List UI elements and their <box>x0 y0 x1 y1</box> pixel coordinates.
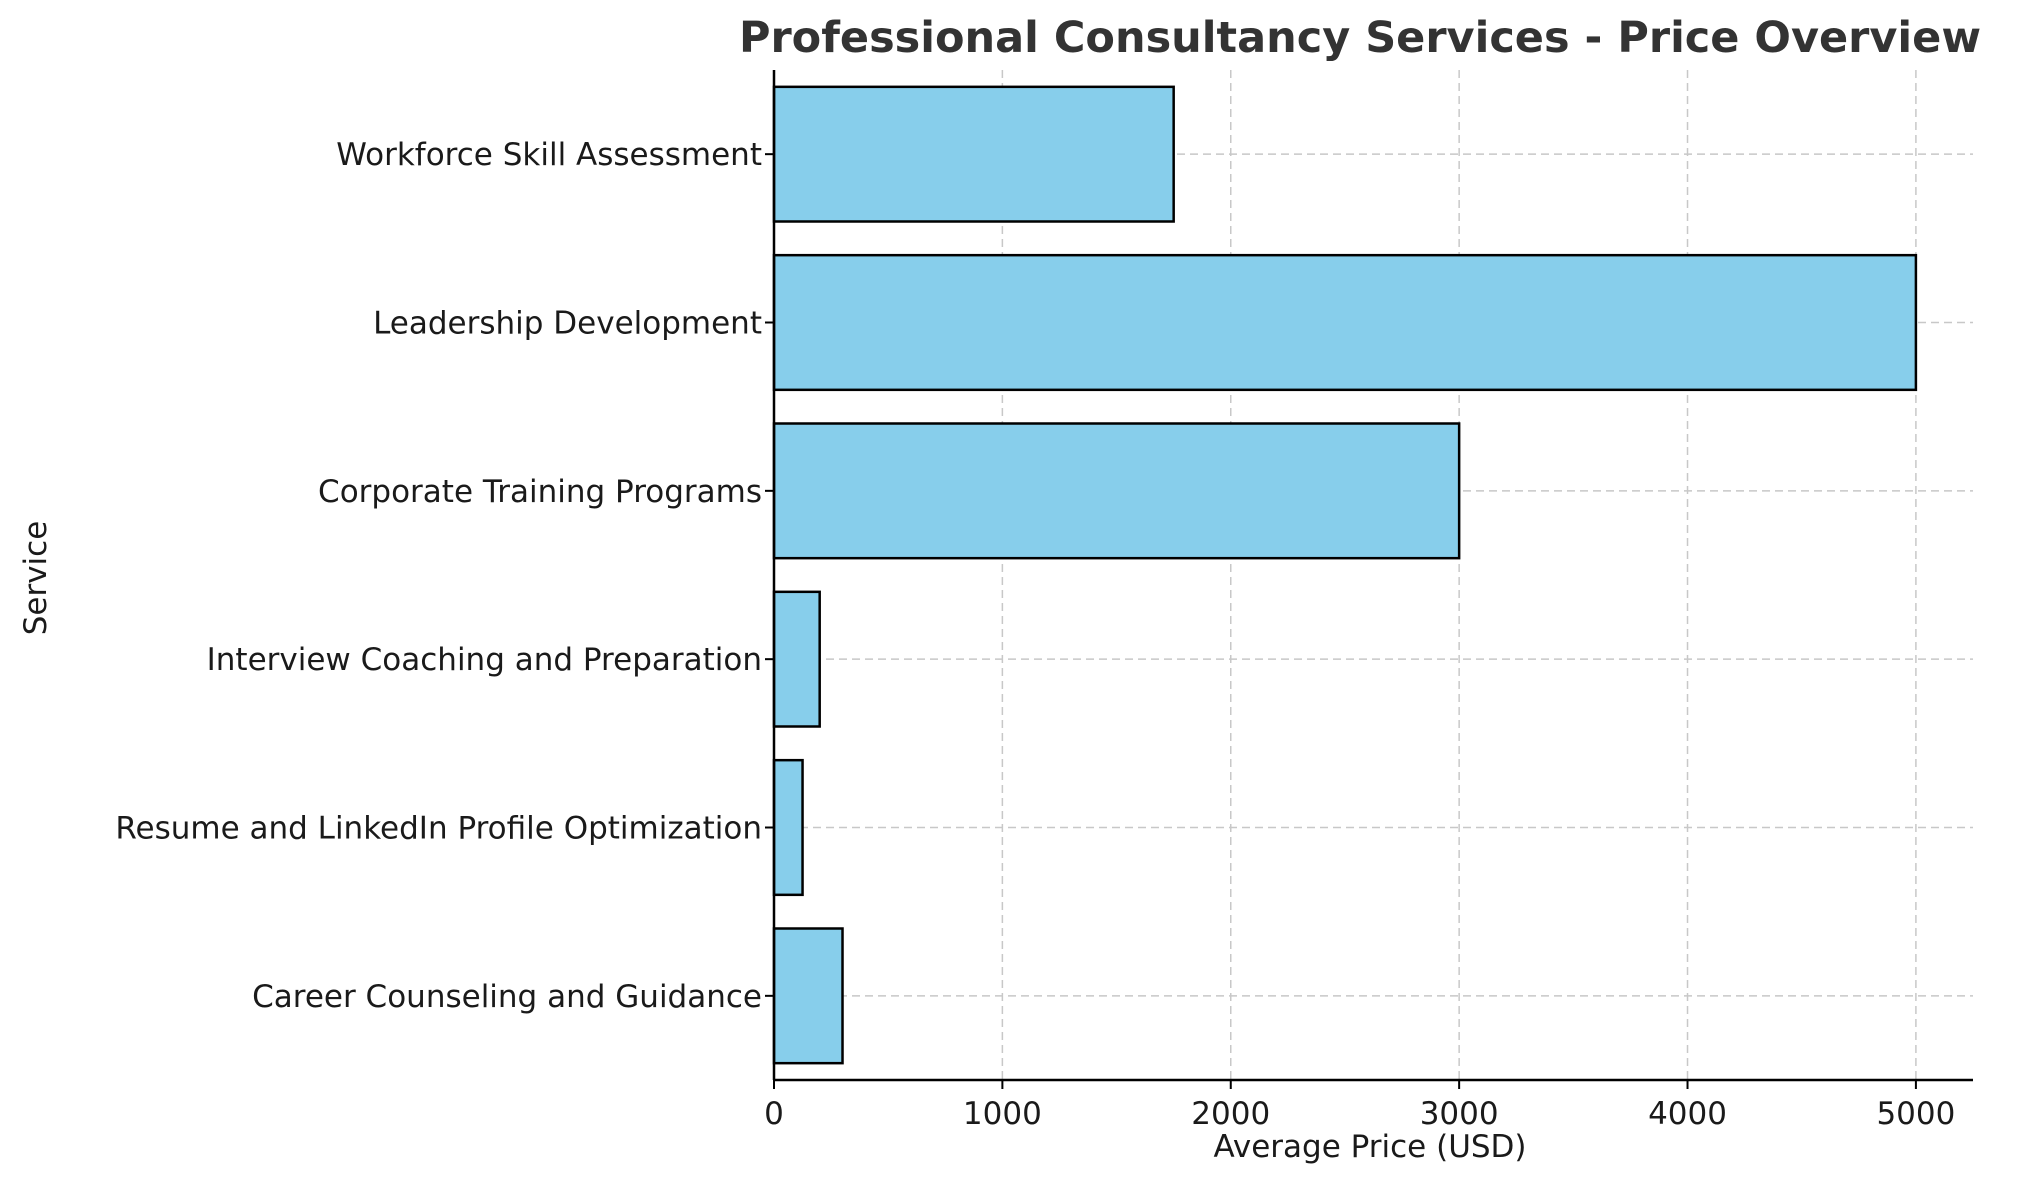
bar <box>772 590 821 728</box>
x-tick-label: 1000 <box>963 1096 1042 1132</box>
x-tick-label: 2000 <box>1191 1096 1270 1132</box>
y-tick-label: Corporate Training Programs <box>318 474 762 510</box>
y-tick-label: Interview Coaching and Preparation <box>207 642 762 678</box>
bar <box>772 927 844 1065</box>
bars <box>772 85 1918 1065</box>
y-tick-label: Leadership Development <box>373 306 762 342</box>
y-tick-label: Resume and LinkedIn Profile Optimization <box>115 811 762 847</box>
x-tick-label: 3000 <box>1420 1096 1499 1132</box>
bar <box>772 253 1918 392</box>
y-ticks: Career Counseling and Guidance Resume and… <box>115 137 774 1015</box>
x-axis-label: Average Price (USD) <box>1213 1129 1526 1165</box>
x-tick-label: 5000 <box>1876 1096 1955 1132</box>
x-tick-label: 0 <box>764 1096 784 1132</box>
y-tick-label: Career Counseling and Guidance <box>252 979 762 1015</box>
bar <box>772 422 1461 560</box>
y-axis-label: Service <box>18 521 54 636</box>
x-ticks: 0 1000 2000 3000 4000 5000 <box>764 1080 1955 1132</box>
axes <box>772 70 1973 1082</box>
bar <box>772 758 804 897</box>
chart-title: Professional Consultancy Services - Pric… <box>739 13 1981 63</box>
y-tick-label: Workforce Skill Assessment <box>336 137 762 173</box>
bar <box>772 85 1175 223</box>
x-tick-label: 4000 <box>1648 1096 1727 1132</box>
